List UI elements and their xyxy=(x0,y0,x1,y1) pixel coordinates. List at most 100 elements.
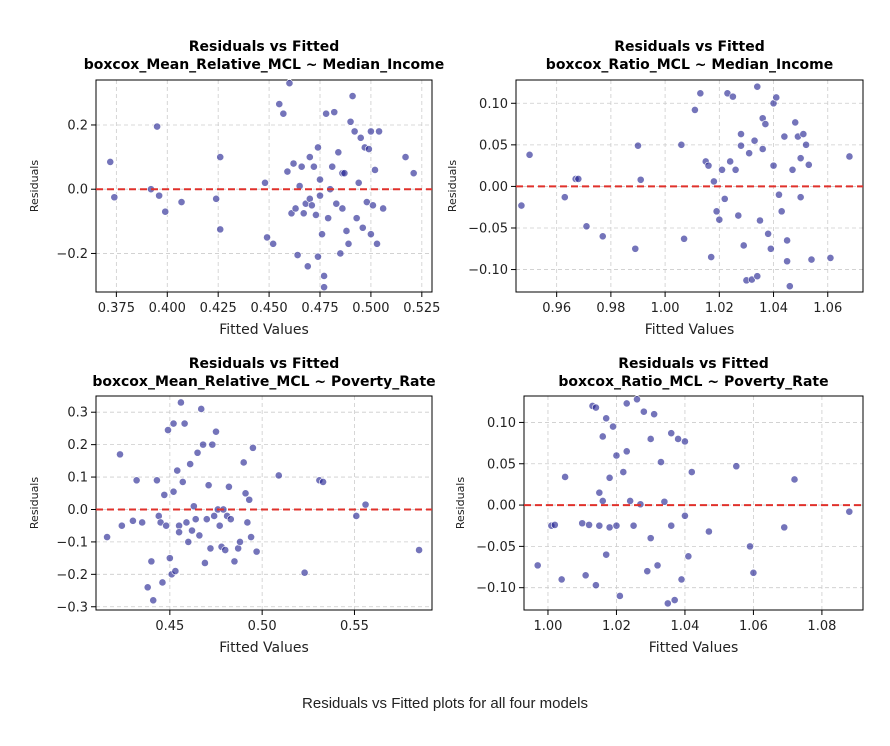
data-point xyxy=(731,165,740,174)
data-point xyxy=(274,471,283,480)
data-point xyxy=(550,520,559,529)
data-point xyxy=(707,253,716,261)
plot-frame xyxy=(523,395,864,611)
chart-title: Residuals vs Fitted xyxy=(189,39,339,55)
data-point xyxy=(764,229,773,238)
data-point xyxy=(241,489,250,498)
data-point xyxy=(212,427,220,436)
data-point xyxy=(354,178,363,187)
chart-panel-1: Residuals vs Fitted boxcox_Mean_Relative_… xyxy=(28,39,444,338)
data-point xyxy=(643,567,652,576)
data-point xyxy=(364,145,373,153)
data-point xyxy=(766,244,775,253)
plot-frame xyxy=(95,79,433,293)
data-point xyxy=(790,475,799,484)
data-point xyxy=(802,140,810,149)
data-point xyxy=(234,544,243,553)
y-tick-label: 0.3 xyxy=(67,406,88,421)
data-point xyxy=(791,118,800,127)
data-point xyxy=(667,429,676,438)
data-point xyxy=(612,521,621,530)
data-point xyxy=(696,89,705,98)
data-point xyxy=(319,478,327,486)
data-point xyxy=(602,550,611,559)
data-point xyxy=(342,227,351,235)
x-tick-label: 1.00 xyxy=(651,301,680,316)
data-point xyxy=(592,581,600,590)
chart-title: Residuals vs Fitted xyxy=(189,356,339,372)
data-point xyxy=(169,419,178,428)
data-point xyxy=(316,191,324,200)
data-point xyxy=(239,458,248,467)
data-point xyxy=(175,528,183,537)
x-tick-label: 1.06 xyxy=(813,301,842,316)
data-point xyxy=(631,244,640,253)
data-point xyxy=(362,198,371,206)
y-tick-label: −0.05 xyxy=(468,221,508,236)
data-point xyxy=(236,538,244,546)
y-tick-label: 0.2 xyxy=(67,438,88,453)
data-point xyxy=(358,223,367,232)
data-point xyxy=(796,154,805,163)
data-point xyxy=(598,497,607,505)
data-point xyxy=(633,395,641,404)
data-point xyxy=(592,403,600,412)
data-point xyxy=(758,145,767,153)
data-point xyxy=(352,214,361,223)
y-axis-label: Residuals xyxy=(28,160,41,212)
data-point xyxy=(153,122,161,131)
data-point xyxy=(297,162,306,171)
figure: Residuals vs Fitted boxcox_Mean_Relative_… xyxy=(28,39,864,656)
data-point xyxy=(216,225,225,234)
data-point xyxy=(750,136,759,145)
data-point xyxy=(330,108,339,117)
data-point xyxy=(772,93,781,102)
data-point xyxy=(143,583,152,592)
chart-title: Residuals vs Fitted xyxy=(614,39,764,55)
data-point xyxy=(650,410,659,419)
y-axis-label: Residuals xyxy=(454,477,467,529)
data-point xyxy=(169,487,178,496)
data-point xyxy=(595,488,604,497)
data-point xyxy=(753,272,762,281)
data-point xyxy=(188,526,196,535)
data-point xyxy=(208,440,217,449)
plot-frame xyxy=(95,395,433,611)
data-point xyxy=(769,161,778,170)
data-point xyxy=(517,201,526,210)
data-point xyxy=(753,82,762,91)
y-tick-label: 0.05 xyxy=(487,457,516,472)
data-point xyxy=(761,120,770,128)
data-point xyxy=(605,473,614,482)
data-point xyxy=(216,153,225,161)
x-tick-label: 1.00 xyxy=(533,619,562,634)
data-point xyxy=(615,592,624,600)
data-point xyxy=(712,207,721,216)
data-point xyxy=(783,257,791,266)
data-point xyxy=(401,153,410,161)
data-point xyxy=(639,407,648,416)
data-point xyxy=(415,546,423,554)
x-axis-label: Fitted Values xyxy=(649,640,739,656)
data-point xyxy=(726,157,735,166)
data-point xyxy=(375,127,383,136)
x-tick-label: 0.375 xyxy=(98,301,135,316)
data-point xyxy=(619,468,628,476)
data-point xyxy=(334,148,343,157)
data-point xyxy=(275,100,284,108)
y-tick-label: 0.10 xyxy=(479,97,508,112)
data-point xyxy=(681,511,689,520)
y-tick-label: −0.3 xyxy=(56,600,88,615)
data-point xyxy=(379,204,388,213)
data-point xyxy=(367,127,375,136)
y-tick-label: −0.1 xyxy=(56,535,88,550)
data-point xyxy=(153,476,161,485)
data-point xyxy=(646,435,655,443)
x-tick-label: 0.400 xyxy=(149,301,186,316)
data-point xyxy=(322,109,331,118)
data-point xyxy=(202,515,211,524)
data-point xyxy=(595,521,604,530)
data-point xyxy=(230,557,239,566)
data-point xyxy=(212,194,221,203)
data-point xyxy=(646,534,655,543)
